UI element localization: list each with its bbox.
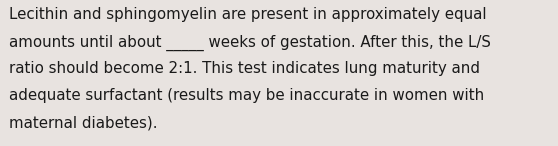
Text: maternal diabetes).: maternal diabetes). bbox=[9, 115, 157, 130]
Text: ratio should become 2:1. This test indicates lung maturity and: ratio should become 2:1. This test indic… bbox=[9, 61, 480, 76]
Text: adequate surfactant (results may be inaccurate in women with: adequate surfactant (results may be inac… bbox=[9, 88, 484, 103]
Text: amounts until about _____ weeks of gestation. After this, the L/S: amounts until about _____ weeks of gesta… bbox=[9, 34, 491, 51]
Text: Lecithin and sphingomyelin are present in approximately equal: Lecithin and sphingomyelin are present i… bbox=[9, 7, 487, 22]
